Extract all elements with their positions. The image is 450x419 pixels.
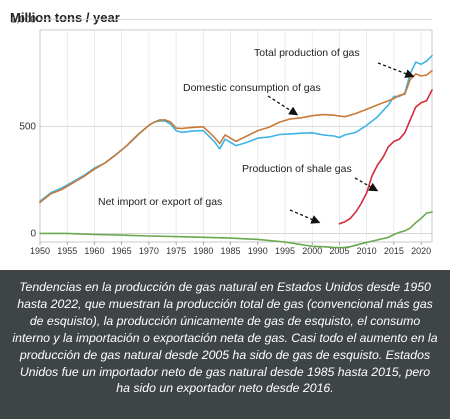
caption-box: Tendencias en la producción de gas natur… [0,270,450,419]
x-tick-label: 1970 [139,246,159,256]
series-lines [39,54,433,249]
y-tick-label: 1,000 [11,14,36,25]
annotation-arrow-2 [354,177,379,192]
x-tick-label: 1980 [193,246,213,256]
annotation-shale-gas: Production of shale gas [242,163,352,175]
x-tick-label: 1985 [221,246,241,256]
annotation-arrow-0 [377,62,415,78]
annotation-arrow-1 [267,95,299,116]
annotations: Total production of gas Domestic consump… [98,47,415,224]
chart: Million tons / year 0 500 1,000 1950 1955 196… [10,10,433,256]
x-tick-label: 1950 [30,246,50,256]
series-line-2 [338,89,433,225]
grid [39,18,432,242]
x-tick-label: 2010 [357,246,377,256]
x-tick-label: 2020 [411,246,431,256]
annotation-domestic-consumption: Domestic consumption of gas [183,82,321,94]
caption-text: Tendencias en la producción de gas natur… [12,280,438,396]
plot-frame [39,29,433,243]
series-line-1 [39,69,433,204]
series-line-0 [39,54,433,203]
x-tick-label: 2005 [329,246,349,256]
x-tick-label: 1960 [84,246,104,256]
x-tick-label: 1975 [166,246,186,256]
x-tick-label: 1965 [112,246,132,256]
x-tick-label: 1955 [57,246,77,256]
x-tick-label: 1995 [275,246,295,256]
annotation-arrow-3 [289,209,321,224]
annotation-net-import-export: Net import or export of gas [98,196,222,208]
x-tick-label: 2000 [302,246,322,256]
x-tick-label: 1990 [248,246,268,256]
x-tick-label: 2015 [384,246,404,256]
annotation-total-production: Total production of gas [254,47,360,59]
axes: 0 500 1,000 1950 1955 1960 1965 1970 1975 1980 198… [11,14,433,256]
y-tick-label: 0 [30,228,36,239]
y-tick-label: 500 [19,121,36,132]
series-line-3 [39,211,433,249]
chart-title: Million tons / year [10,10,120,25]
